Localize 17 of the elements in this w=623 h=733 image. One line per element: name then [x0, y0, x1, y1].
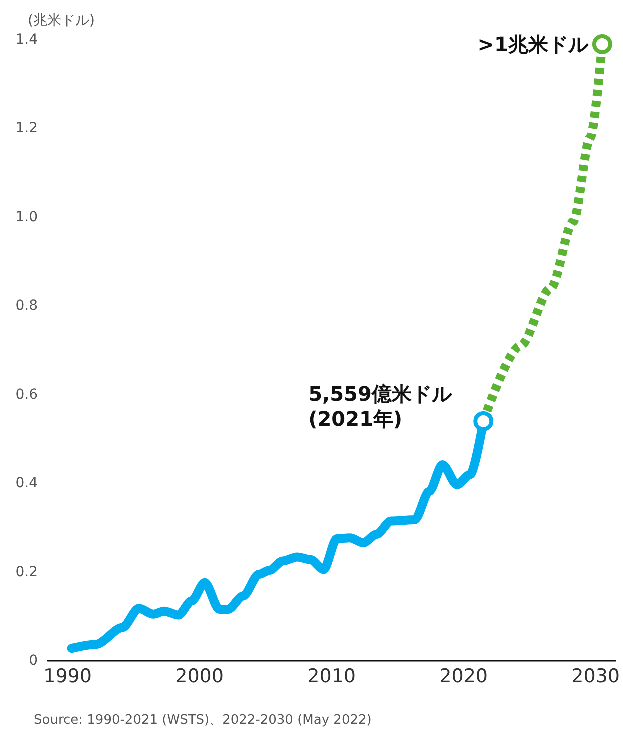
y-tick-label: 0 — [29, 653, 38, 669]
y-tick-label: 1.4 — [16, 32, 38, 48]
y-tick-label: 1.2 — [16, 120, 38, 137]
y-tick-label: 0.8 — [16, 298, 38, 314]
x-tick-label: 2000 — [176, 666, 224, 688]
x-tick-label: 2010 — [308, 666, 356, 688]
annotation: >1兆米ドル — [478, 32, 590, 56]
source-note: Source: 1990-2021 (WSTS)、2022-2030 (May 2022) — [34, 713, 372, 728]
annotation: 5,559億米ドル (2021年) — [308, 382, 453, 431]
y-tick-label: 1.0 — [16, 209, 38, 226]
x-tick-label: 2030 — [572, 666, 620, 688]
y-tick-label: 0.4 — [16, 476, 38, 492]
x-tick-label: 1990 — [44, 666, 92, 688]
y-axis-title: (兆米ドル) — [28, 13, 95, 29]
y-tick-label: 0.6 — [16, 386, 38, 403]
y-tick-label: 0.2 — [16, 564, 38, 580]
x-tick-label: 2020 — [440, 666, 488, 688]
